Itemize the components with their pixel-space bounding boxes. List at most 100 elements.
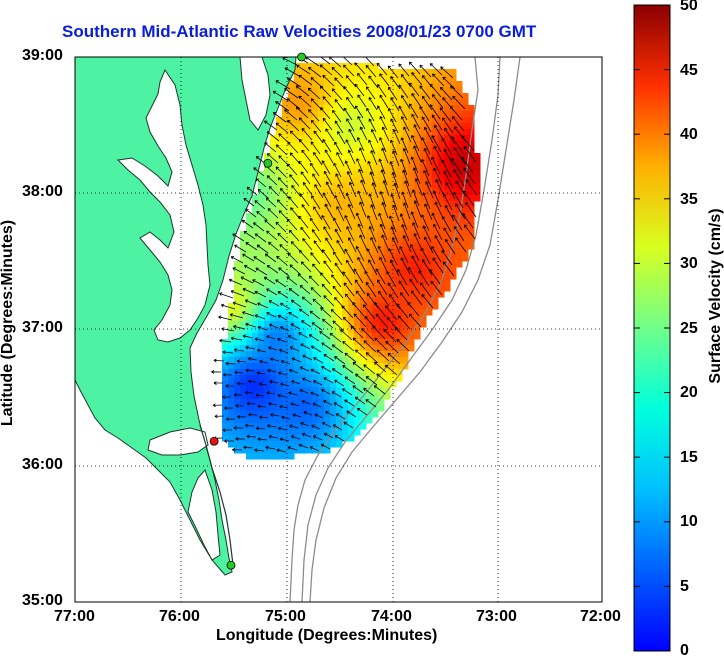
velocity-arrow xyxy=(376,62,388,76)
speed-cell xyxy=(408,339,415,346)
speed-cell xyxy=(282,123,289,130)
velocity-arrow xyxy=(368,139,376,155)
speed-cell xyxy=(270,315,277,322)
speed-cell xyxy=(330,303,337,310)
speed-cell xyxy=(234,381,241,388)
velocity-arrow xyxy=(218,315,233,321)
speed-cell xyxy=(378,321,385,328)
speed-cell xyxy=(246,231,253,238)
speed-cell xyxy=(456,117,463,124)
speed-cell xyxy=(384,135,391,142)
speed-cell xyxy=(354,255,361,262)
speed-cell xyxy=(270,273,277,280)
velocity-arrow xyxy=(301,149,312,163)
velocity-arrow xyxy=(298,160,309,174)
speed-cell xyxy=(318,207,325,214)
velocity-arrow xyxy=(433,223,443,241)
speed-cell xyxy=(438,75,445,82)
velocity-arrow xyxy=(228,278,243,286)
speed-cell xyxy=(330,117,337,124)
speed-cell xyxy=(372,273,379,280)
speed-cell xyxy=(282,369,289,376)
speed-cell xyxy=(384,297,391,304)
speed-cell xyxy=(462,141,469,148)
speed-cell xyxy=(234,387,241,394)
speed-cell xyxy=(438,219,445,226)
speed-cell xyxy=(258,411,265,418)
speed-cell xyxy=(348,309,355,316)
speed-cell xyxy=(318,93,325,100)
speed-cell xyxy=(234,285,241,292)
speed-cell xyxy=(300,351,307,358)
speed-cell xyxy=(420,117,427,124)
velocity-arrow xyxy=(379,223,388,241)
speed-cell xyxy=(228,429,235,436)
speed-cell xyxy=(366,189,373,196)
speed-cell xyxy=(318,339,325,346)
speed-cell xyxy=(366,381,373,388)
speed-cell xyxy=(240,441,247,448)
speed-cell xyxy=(312,111,319,118)
speed-cell xyxy=(300,249,307,256)
speed-cell xyxy=(342,333,349,340)
speed-cell xyxy=(258,231,265,238)
speed-cell xyxy=(456,153,463,160)
speed-cell xyxy=(360,363,367,370)
speed-cell xyxy=(354,303,361,310)
velocity-arrow xyxy=(348,237,357,253)
speed-cell xyxy=(378,345,385,352)
velocity-arrow xyxy=(385,340,399,354)
speed-cell xyxy=(324,363,331,370)
speed-cell xyxy=(378,123,385,130)
speed-cell xyxy=(378,171,385,178)
speed-cell xyxy=(390,285,397,292)
velocity-arrow xyxy=(241,219,254,229)
speed-cell xyxy=(330,273,337,280)
velocity-arrow xyxy=(257,189,269,199)
velocity-arrow xyxy=(225,417,236,422)
speed-cell xyxy=(342,165,349,172)
speed-cell xyxy=(354,63,361,70)
speed-cell xyxy=(462,147,469,154)
speed-cell xyxy=(276,423,283,430)
velocity-arrow xyxy=(222,350,234,355)
speed-cell xyxy=(282,135,289,142)
speed-cell xyxy=(336,411,343,418)
speed-cell xyxy=(348,105,355,112)
speed-cell xyxy=(294,411,301,418)
speed-cell xyxy=(234,363,241,370)
speed-cell xyxy=(270,309,277,316)
velocity-arrow xyxy=(342,365,354,374)
velocity-arrow xyxy=(354,279,366,295)
velocity-arrow xyxy=(372,325,386,340)
speed-cell xyxy=(330,81,337,88)
speed-cell xyxy=(258,333,265,340)
speed-cell xyxy=(360,117,367,124)
speed-cell xyxy=(432,255,439,262)
velocity-arrow xyxy=(440,66,454,79)
speed-cell xyxy=(330,309,337,316)
speed-cell xyxy=(426,213,433,220)
speed-cell xyxy=(354,183,361,190)
speed-cell xyxy=(408,171,415,178)
speed-cell xyxy=(318,129,325,136)
speed-cell xyxy=(342,153,349,160)
speed-cell xyxy=(384,321,391,328)
speed-cell xyxy=(408,249,415,256)
velocity-arrow xyxy=(331,368,343,376)
speed-cell xyxy=(228,333,235,340)
speed-cell xyxy=(240,387,247,394)
speed-cell xyxy=(408,105,415,112)
speed-cell xyxy=(318,81,325,88)
speed-cell xyxy=(408,111,415,118)
velocity-arrow xyxy=(331,88,343,101)
velocity-arrow xyxy=(286,163,298,176)
speed-cell xyxy=(300,291,307,298)
speed-cell xyxy=(426,165,433,172)
velocity-arrow xyxy=(355,212,364,229)
speed-cell xyxy=(288,183,295,190)
velocity-arrow xyxy=(389,259,400,277)
speed-cell xyxy=(444,219,451,226)
velocity-arrow xyxy=(465,179,478,196)
speed-cell xyxy=(426,117,433,124)
